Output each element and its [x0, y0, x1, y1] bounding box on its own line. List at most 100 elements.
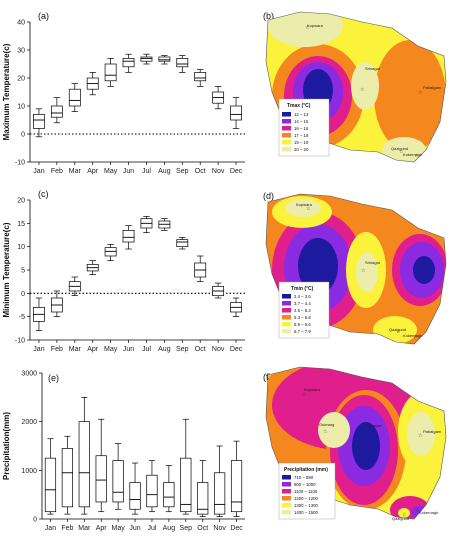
iqr-box: [158, 56, 171, 62]
box-feb: [50, 290, 63, 318]
station-star-icon: ☆: [361, 268, 366, 274]
y-tick-label: 30: [17, 48, 25, 55]
box-oct: [197, 460, 209, 517]
box-plot-panel: 0 1000 2000 3000 Jan Feb Mar Apr May Jun Jul Aug Sep…: [2, 371, 245, 532]
box-jul: [146, 460, 158, 513]
legend-label: 1100 – 1100: [294, 489, 318, 494]
map-panel-f: (f) ☆ ☆ ☆ ☆ ☆ ☆ Kupwara Gulmarg Srin: [263, 366, 447, 521]
box-apr: [86, 72, 99, 96]
station-star-icon: ☆: [418, 90, 423, 96]
iqr-box: [50, 105, 63, 118]
station-markers: ☆ ☆ ☆ ☆: [306, 206, 418, 340]
station-star-icon: ☆: [360, 87, 365, 93]
iqr-box: [104, 247, 117, 257]
x-tick-label: Dec: [230, 525, 243, 532]
x-tick-label: Apr: [87, 168, 99, 175]
place-label: Qazigund: [391, 146, 408, 151]
x-tick-label: Oct: [195, 346, 206, 353]
y-axis-label: Precipitation(mm): [2, 412, 11, 480]
box-may: [104, 243, 117, 262]
iqr-box: [44, 457, 57, 513]
box-nov: [212, 282, 225, 299]
y-tick-label: 0: [33, 517, 37, 524]
x-tick-label: Jul: [142, 168, 151, 175]
station-markers: ☆ ☆ ☆ ☆ ☆ ☆: [302, 392, 423, 518]
box-feb: [61, 435, 73, 515]
box-oct: [194, 255, 207, 283]
legend-title: Tmin (°C): [291, 286, 314, 292]
x-tick-label: May: [112, 525, 126, 532]
x-tick-label: Jan: [45, 525, 56, 532]
map-legend: Tmin (°C) 2.4 – 3.6 3.7 – 4.4 4.5 – 5.2 …: [278, 281, 330, 339]
x-tick-label: Nov: [212, 168, 225, 175]
legend-label: 710 – 890: [294, 475, 314, 480]
legend-label: 900 – 1000: [294, 482, 316, 487]
place-label: Kupwara: [296, 202, 313, 207]
place-label: Kupwara: [307, 23, 324, 28]
box-plot-panel: -10 0 10 20 30 40 Jan Feb Mar Apr May Jun Jul Aug Sep O…: [2, 11, 245, 175]
iqr-box: [180, 457, 192, 513]
iqr-box: [176, 58, 189, 68]
panel-label: (e): [48, 373, 59, 383]
legend-label: 17 – 18: [294, 133, 309, 138]
station-star-icon: ☆: [306, 206, 311, 212]
box-dec: [230, 440, 243, 517]
x-tick-label: Dec: [230, 168, 243, 175]
x-tick-label: Feb: [51, 346, 63, 353]
place-label: Srinagar: [366, 423, 382, 428]
iqr-box: [163, 482, 175, 508]
box-jul: [140, 215, 153, 234]
legend-swatch: [282, 119, 291, 124]
x-tick-label: Feb: [51, 168, 63, 175]
place-label: Srinagar: [365, 260, 381, 265]
legend-swatch: [282, 147, 291, 152]
box-jul: [140, 53, 153, 65]
x-tick-label: Jan: [33, 168, 44, 175]
y-tick-label: 0: [21, 132, 25, 139]
y-tick-label: 15: [17, 221, 25, 228]
legend-swatch: [282, 510, 291, 515]
legend-swatch: [282, 315, 291, 320]
legend-swatch: [282, 133, 291, 138]
iqr-box: [104, 63, 117, 82]
box-jan: [33, 297, 45, 332]
x-tick-label: Nov: [212, 346, 225, 353]
iqr-box: [140, 56, 153, 62]
legend-swatch: [282, 294, 291, 299]
x-tick-label: Apr: [87, 346, 99, 353]
station-star-icon: ☆: [302, 392, 307, 398]
map-legend: Precipitation (mm) 710 – 890 900 – 1000 …: [278, 462, 336, 520]
x-tick-label: May: [104, 346, 118, 353]
box-nov: [212, 86, 225, 110]
station-star-icon: ☆: [414, 153, 419, 159]
x-tick-label: Sep: [176, 346, 189, 353]
box-jun: [129, 462, 141, 515]
box-mar: [68, 83, 81, 112]
iqr-box: [78, 421, 90, 508]
iqr-box: [176, 239, 189, 248]
y-tick-label: 20: [17, 198, 25, 205]
x-tick-label: Jul: [147, 525, 156, 532]
legend-swatch: [282, 489, 291, 494]
box-aug: [163, 465, 175, 513]
legend-swatch: [282, 482, 291, 487]
station-star-icon: ☆: [396, 329, 401, 335]
iqr-box: [230, 460, 243, 513]
place-label: Pahalgam: [423, 85, 442, 90]
box-jun: [122, 53, 135, 73]
box-aug: [158, 218, 171, 231]
x-tick-label: Feb: [61, 525, 73, 532]
x-tick-label: Jun: [123, 168, 134, 175]
box-plot-panel: -10 -5 0 5 10 15 20 Jan Feb Mar Apr May Jun Jul Aug Sep…: [2, 189, 245, 353]
station-star-icon: ☆: [415, 508, 420, 514]
iqr-box: [230, 105, 242, 121]
legend-swatch: [282, 475, 291, 480]
x-tick-label: Nov: [213, 525, 226, 532]
legend-label: 1300 – 1300: [294, 503, 319, 508]
legend-label: 2.4 – 3.6: [294, 294, 311, 299]
legend-label: 1200 – 1200: [294, 496, 319, 501]
box-apr: [95, 418, 107, 513]
x-tick-label: Oct: [197, 525, 208, 532]
iqr-box: [146, 474, 158, 508]
